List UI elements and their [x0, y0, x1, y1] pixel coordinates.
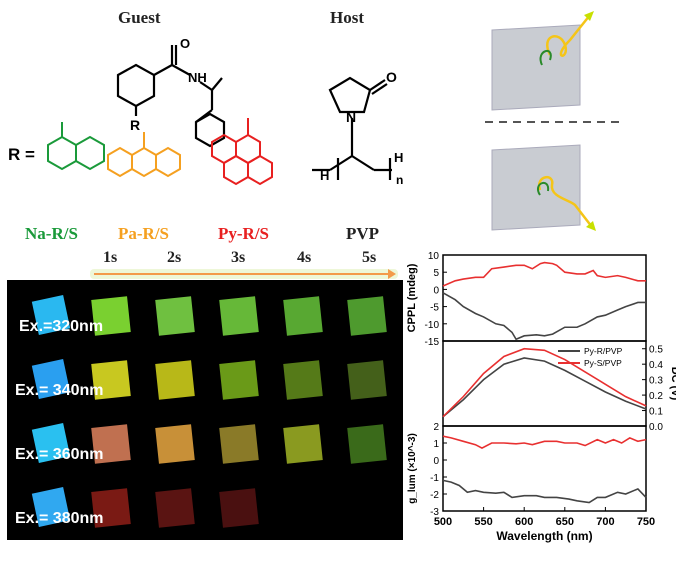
pyrenyl-structure	[211, 118, 273, 186]
y-tick-label: 0.5	[649, 345, 663, 356]
y-axis-label: g_lum (×10^-3)	[407, 433, 418, 504]
series-line-Py-S/PVP	[442, 347, 647, 418]
series-line-Py-R/PVP	[442, 357, 647, 418]
pvp-h-right: H	[394, 150, 403, 165]
excitation-label: Ex.= 360nm	[15, 446, 104, 463]
panel-frame	[442, 254, 647, 342]
x-tick-label: 700	[596, 516, 614, 528]
y-tick-label: 2	[433, 422, 439, 433]
series-line	[442, 292, 646, 341]
x-axis-label: Wavelength (nm)	[496, 529, 592, 543]
arrowhead-icon	[586, 221, 596, 231]
x-tick-label: 750	[637, 516, 655, 528]
x-tick-label: 550	[474, 516, 492, 528]
excitation-label: Ex.=320nm	[19, 318, 104, 335]
time-label: 1s	[103, 249, 118, 266]
y-tick-label: -2	[430, 490, 439, 501]
y-tick-label: 0	[433, 456, 439, 467]
circular-light-arrow-top	[546, 14, 591, 57]
film-sample	[155, 360, 195, 400]
pvp-structure	[312, 76, 392, 180]
time-arrow-head-icon	[388, 269, 396, 279]
series-line	[442, 479, 647, 504]
r-equals-label: R =	[8, 145, 35, 164]
r-substituent-label: R	[130, 117, 140, 133]
film-sample	[283, 296, 323, 336]
pvp-h-left: H	[320, 168, 329, 183]
y-tick-label: -3	[430, 507, 439, 518]
legend-label: Py-R/PVP	[584, 346, 623, 356]
time-arrow	[94, 273, 390, 275]
film-sample	[347, 296, 387, 336]
compound-label-pvp: PVP	[346, 224, 380, 243]
compound-label-py: Py-R/S	[218, 224, 269, 243]
x-tick-label: 650	[556, 516, 574, 528]
film-sample	[155, 424, 195, 464]
film-slab-top	[491, 24, 581, 111]
y-tick-label: 0.2	[649, 391, 663, 402]
pvp-nitrogen-label: N	[346, 109, 356, 125]
y-tick-label: 0.3	[649, 376, 663, 387]
film-sample	[219, 296, 259, 336]
time-label: 2s	[167, 249, 182, 266]
pvp-oxygen-label: O	[386, 69, 397, 85]
film-sample	[347, 424, 387, 464]
y-tick-label: 10	[428, 251, 440, 262]
excitation-label: Ex.= 380nm	[15, 510, 104, 527]
series-line	[442, 435, 647, 450]
afterglow-photo: Ex.=320nm Ex.= 340nm Ex.= 360nm Ex.= 380nm	[7, 280, 403, 540]
y-axis-label: CPPL (mdeg)	[406, 263, 418, 332]
y-tick-label: -1	[430, 473, 439, 484]
excitation-label: Ex.= 340nm	[15, 382, 104, 399]
film-sample	[155, 296, 195, 336]
phenanthryl-structure	[107, 132, 181, 178]
oxygen-label: O	[180, 36, 190, 51]
y-tick-label: 0.1	[649, 407, 663, 418]
compound-label-pa: Pa-R/S	[118, 224, 169, 243]
x-tick-label: 500	[434, 516, 452, 528]
y-tick-label: 0.4	[649, 360, 663, 371]
naphthyl-structure	[47, 122, 105, 171]
panel-frame	[442, 425, 647, 512]
host-header: Host	[330, 8, 364, 27]
arrowhead-icon	[584, 11, 594, 21]
pvp-n-subscript: n	[396, 173, 403, 187]
y-tick-label: 1	[433, 439, 439, 450]
y-tick-label: 0	[433, 285, 439, 296]
chiral-helix-icon	[539, 50, 552, 66]
guest-core-structure	[116, 45, 226, 148]
film-sample	[219, 360, 259, 400]
film-slab-bottom	[491, 144, 581, 231]
film-sample	[283, 360, 323, 400]
chiral-helix-icon	[537, 181, 550, 196]
y-tick-label: 5	[433, 268, 439, 279]
cpl-film-schematic	[485, 11, 620, 231]
time-label: 3s	[231, 249, 246, 266]
y-tick-label: -5	[430, 303, 439, 314]
film-sample	[347, 360, 387, 400]
y-tick-label: -10	[425, 320, 440, 331]
film-sample	[283, 424, 323, 464]
y-tick-label: 0.0	[649, 422, 663, 433]
film-sample	[219, 424, 259, 464]
chemical-structures: O NH R R =	[8, 36, 403, 187]
series-line	[442, 261, 646, 287]
time-label: 4s	[297, 249, 312, 266]
legend-label: Py-S/PVP	[584, 358, 622, 368]
time-label: 5s	[362, 249, 377, 266]
y-axis-label: DC (V)	[669, 367, 676, 401]
x-tick-label: 600	[515, 516, 533, 528]
guest-header: Guest	[118, 8, 161, 27]
film-sample	[219, 488, 259, 528]
y-tick-label: -15	[425, 337, 440, 348]
circular-light-arrow-bottom	[537, 176, 593, 228]
compound-label-na: Na-R/S	[25, 224, 78, 243]
nh-label: NH	[188, 70, 207, 85]
film-sample	[155, 488, 195, 528]
